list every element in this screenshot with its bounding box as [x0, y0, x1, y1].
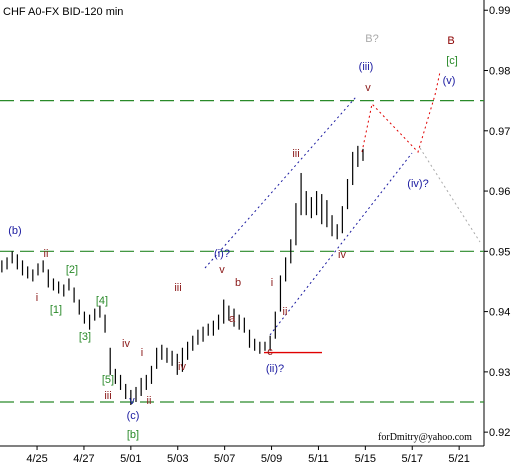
wave-label: i — [141, 347, 143, 359]
wave-label: [1] — [50, 304, 62, 316]
wave-label: iv — [178, 361, 186, 373]
projection — [361, 71, 441, 153]
wave-label: [c] — [446, 55, 458, 67]
wave-label: [4] — [96, 295, 108, 307]
channel-upper — [204, 96, 357, 269]
credit: forDmitry@yahoo.com — [378, 432, 472, 443]
x-tick-label: 5/11 — [308, 453, 329, 465]
wave-label: c — [267, 346, 273, 358]
y-tick-label: 0.99 — [489, 5, 510, 17]
wave-label: iii — [104, 390, 111, 402]
wave-label: v — [129, 395, 135, 407]
wave-label: B — [447, 35, 454, 47]
wave-label: [3] — [79, 331, 91, 343]
wave-label: (i)? — [214, 248, 230, 260]
wave-label: ii — [283, 306, 288, 318]
wave-label: i — [271, 277, 273, 289]
wave-label: ii — [44, 248, 49, 260]
wave-label: [b] — [127, 429, 139, 441]
x-tick-label: 5/17 — [402, 453, 423, 465]
x-tick-label: 4/25 — [26, 453, 47, 465]
wave-label: (ii)? — [266, 363, 284, 375]
y-tick-label: 0.96 — [489, 186, 510, 198]
wave-label: [5] — [102, 374, 114, 386]
wave-label: (c) — [127, 410, 140, 422]
y-tick-label: 0.98 — [489, 66, 510, 78]
wave-label: iii — [174, 282, 181, 294]
x-tick-label: 5/15 — [355, 453, 376, 465]
x-tick-label: 5/21 — [448, 453, 469, 465]
wave-label: iv — [122, 338, 130, 350]
y-tick-label: 0.97 — [489, 126, 510, 138]
alt-projection — [419, 147, 481, 243]
wave-label: i — [36, 292, 38, 304]
wave-label: a — [229, 313, 236, 325]
wave-label: B? — [365, 33, 378, 45]
y-tick-label: 0.92 — [489, 427, 510, 439]
wave-label: ii — [147, 395, 152, 407]
x-tick-label: 4/27 — [73, 453, 94, 465]
y-tick-label: 0.93 — [489, 367, 510, 379]
y-tick-label: 0.94 — [489, 307, 510, 319]
wave-label: (iii) — [359, 61, 374, 73]
wave-label: (b) — [8, 225, 21, 237]
wave-label: b — [235, 277, 241, 289]
x-tick-label: 5/03 — [167, 453, 188, 465]
wave-label: (iv)? — [407, 178, 428, 190]
wave-label: v — [365, 82, 371, 94]
wave-label: [2] — [66, 264, 78, 276]
wave-label: (v) — [443, 75, 456, 87]
wave-label: iii — [292, 148, 299, 160]
wave-label: iv — [338, 249, 346, 261]
wave-label: v — [219, 264, 225, 276]
x-tick-label: 5/07 — [214, 453, 235, 465]
chart-title: CHF A0-FX BID-120 min — [3, 6, 123, 18]
channel-lower — [269, 152, 413, 336]
x-tick-label: 5/01 — [120, 453, 141, 465]
x-tick-label: 5/09 — [261, 453, 282, 465]
y-tick-label: 0.95 — [489, 246, 510, 258]
